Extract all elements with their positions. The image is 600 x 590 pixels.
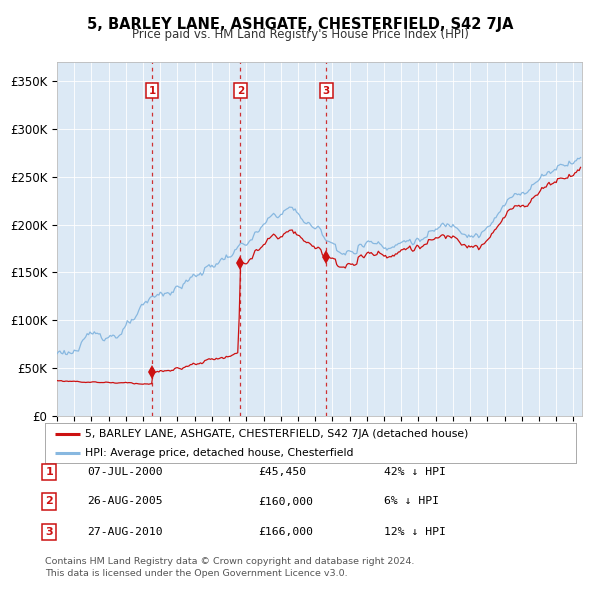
Text: £160,000: £160,000 <box>258 497 313 506</box>
Text: 42% ↓ HPI: 42% ↓ HPI <box>384 467 446 477</box>
Text: 5, BARLEY LANE, ASHGATE, CHESTERFIELD, S42 7JA: 5, BARLEY LANE, ASHGATE, CHESTERFIELD, S… <box>87 17 513 31</box>
Text: 2: 2 <box>46 497 53 506</box>
Text: £166,000: £166,000 <box>258 527 313 537</box>
Text: 26-AUG-2005: 26-AUG-2005 <box>87 497 163 506</box>
Text: 1: 1 <box>148 86 155 96</box>
Text: 3: 3 <box>323 86 330 96</box>
Text: 27-AUG-2010: 27-AUG-2010 <box>87 527 163 537</box>
Text: Price paid vs. HM Land Registry's House Price Index (HPI): Price paid vs. HM Land Registry's House … <box>131 28 469 41</box>
Text: 5, BARLEY LANE, ASHGATE, CHESTERFIELD, S42 7JA (detached house): 5, BARLEY LANE, ASHGATE, CHESTERFIELD, S… <box>85 430 468 440</box>
Text: 07-JUL-2000: 07-JUL-2000 <box>87 467 163 477</box>
Text: 12% ↓ HPI: 12% ↓ HPI <box>384 527 446 537</box>
Text: This data is licensed under the Open Government Licence v3.0.: This data is licensed under the Open Gov… <box>45 569 347 578</box>
Text: 3: 3 <box>46 527 53 537</box>
Text: £45,450: £45,450 <box>258 467 306 477</box>
Text: 2: 2 <box>236 86 244 96</box>
Text: Contains HM Land Registry data © Crown copyright and database right 2024.: Contains HM Land Registry data © Crown c… <box>45 558 415 566</box>
Text: 1: 1 <box>46 467 53 477</box>
Text: 6% ↓ HPI: 6% ↓ HPI <box>384 497 439 506</box>
Text: HPI: Average price, detached house, Chesterfield: HPI: Average price, detached house, Ches… <box>85 448 353 458</box>
